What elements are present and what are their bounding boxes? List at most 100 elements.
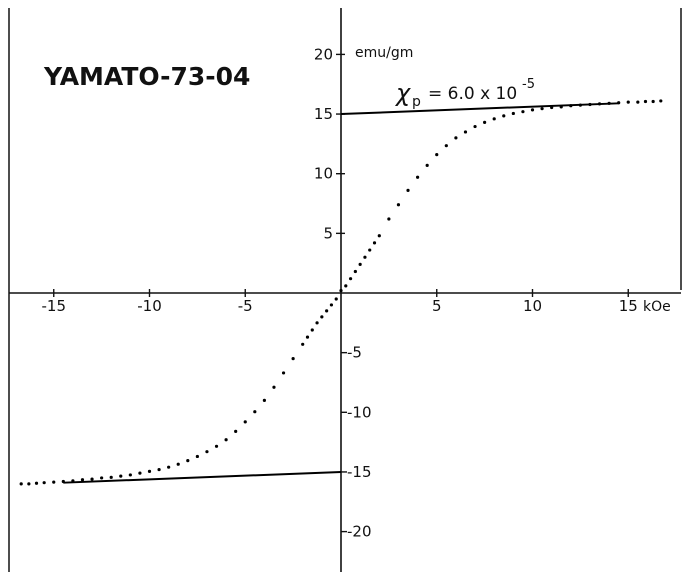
data-point bbox=[607, 101, 611, 105]
data-point bbox=[186, 459, 190, 463]
data-point bbox=[511, 111, 515, 116]
data-point bbox=[377, 234, 381, 238]
data-point bbox=[138, 471, 142, 475]
data-point bbox=[315, 321, 319, 325]
data-point bbox=[90, 477, 94, 481]
data-point bbox=[550, 105, 554, 110]
data-point bbox=[128, 473, 132, 477]
data-point bbox=[253, 410, 257, 414]
data-point bbox=[205, 450, 209, 454]
y-unit-label: emu/gm bbox=[355, 45, 413, 61]
data-point bbox=[291, 357, 295, 361]
data-point bbox=[272, 385, 276, 389]
data-point bbox=[27, 482, 31, 486]
chi-value: = 6.0 x 10 bbox=[428, 84, 517, 104]
data-point bbox=[305, 335, 310, 339]
y-tick-label: 20 bbox=[314, 45, 333, 63]
data-point bbox=[492, 117, 496, 121]
y-tick-label: 15 bbox=[314, 105, 333, 123]
fit-line bbox=[63, 470, 342, 484]
x-tick-label: 5 bbox=[432, 297, 442, 315]
data-point bbox=[195, 454, 199, 459]
data-point bbox=[310, 328, 314, 332]
data-point bbox=[19, 482, 23, 486]
data-point bbox=[651, 99, 655, 104]
data-point bbox=[281, 371, 286, 375]
data-point bbox=[530, 108, 535, 112]
data-point bbox=[643, 99, 648, 104]
data-point bbox=[167, 465, 171, 469]
data-point bbox=[42, 481, 46, 485]
data-point bbox=[559, 105, 563, 109]
data-point bbox=[348, 277, 353, 281]
data-point bbox=[626, 100, 630, 104]
data-point bbox=[454, 136, 458, 140]
chi-subscript: p bbox=[412, 94, 421, 110]
data-point bbox=[396, 203, 401, 207]
data-point bbox=[473, 124, 477, 129]
tick-labels: -15 -10 -5 5 10 15 20 15 10 5 -5 -10 -15 -20 bbox=[42, 45, 638, 540]
data-point bbox=[301, 342, 305, 346]
data-point bbox=[521, 110, 525, 114]
data-point bbox=[224, 438, 228, 442]
susceptibility-annotation: χ p = 6.0 x 10 -5 bbox=[394, 77, 535, 110]
fit-lines bbox=[63, 102, 619, 484]
data-point bbox=[435, 153, 439, 157]
axes bbox=[9, 8, 681, 572]
y-tick-label: -20 bbox=[347, 523, 372, 541]
y-tick-label: -15 bbox=[347, 463, 372, 481]
data-point bbox=[325, 309, 329, 313]
data-point bbox=[353, 269, 357, 274]
data-point bbox=[416, 175, 420, 179]
data-point bbox=[100, 476, 104, 480]
chi-symbol: χ bbox=[394, 79, 411, 107]
data-point bbox=[344, 284, 348, 288]
chi-exponent: -5 bbox=[522, 77, 535, 92]
data-point bbox=[176, 462, 180, 466]
data-point bbox=[334, 297, 338, 301]
y-tick-label: -5 bbox=[347, 344, 362, 362]
data-point bbox=[61, 479, 65, 484]
sample-title: YAMATO-73-04 bbox=[43, 62, 250, 91]
data-point bbox=[659, 99, 663, 103]
fit-line bbox=[340, 102, 619, 116]
x-tick-label: -10 bbox=[137, 297, 162, 315]
data-point bbox=[80, 478, 85, 482]
data-point bbox=[463, 130, 468, 134]
data-point bbox=[502, 114, 506, 118]
data-point bbox=[578, 103, 582, 107]
data-point bbox=[214, 444, 219, 448]
data-point bbox=[425, 163, 429, 167]
data-point bbox=[358, 262, 362, 266]
data-point bbox=[540, 107, 544, 111]
data-point bbox=[444, 144, 448, 148]
y-tick-label: 5 bbox=[323, 224, 333, 242]
data-point bbox=[617, 101, 621, 105]
data-points bbox=[19, 99, 663, 486]
data-point bbox=[588, 102, 592, 107]
data-point bbox=[363, 255, 367, 259]
data-point bbox=[636, 100, 640, 104]
y-tick-label: -10 bbox=[347, 403, 372, 421]
x-tick-label: -15 bbox=[42, 297, 67, 315]
data-point bbox=[234, 429, 238, 433]
data-point bbox=[52, 480, 56, 484]
y-tick-label: 10 bbox=[314, 165, 333, 183]
data-point bbox=[157, 467, 161, 472]
data-point bbox=[569, 104, 573, 108]
data-point bbox=[243, 420, 247, 424]
data-point bbox=[339, 289, 343, 293]
x-tick-label: 10 bbox=[523, 297, 542, 315]
x-tick-label: -5 bbox=[238, 297, 253, 315]
data-point bbox=[262, 398, 266, 402]
data-point bbox=[329, 303, 334, 307]
data-point bbox=[119, 474, 123, 478]
data-point bbox=[34, 481, 39, 485]
data-point bbox=[372, 241, 377, 245]
data-point bbox=[368, 248, 372, 252]
data-point bbox=[483, 120, 487, 125]
data-point bbox=[109, 475, 113, 479]
data-point bbox=[597, 102, 602, 106]
data-point bbox=[406, 188, 410, 193]
